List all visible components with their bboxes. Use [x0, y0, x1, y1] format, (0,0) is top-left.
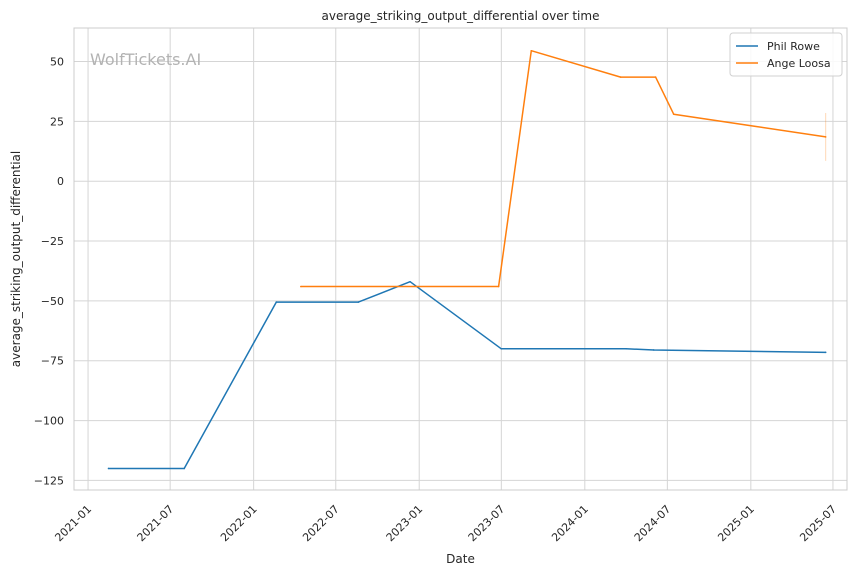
data-point-ange-loosa — [300, 285, 302, 288]
chart-title: average_striking_output_differential ove… — [322, 9, 600, 23]
data-point-phil-rowe — [275, 301, 278, 303]
data-point-ange-loosa — [530, 49, 533, 52]
legend-label: Ange Loosa — [767, 57, 831, 70]
watermark: WolfTickets.AI — [90, 50, 201, 69]
data-point-phil-rowe — [357, 301, 360, 303]
data-point-ange-loosa — [497, 285, 500, 288]
grid — [74, 28, 847, 490]
data-point-phil-rowe — [500, 347, 503, 350]
y-tick-label: −50 — [41, 295, 64, 308]
data-point-phil-rowe — [183, 467, 186, 470]
legend-box — [729, 32, 843, 77]
plot-area: WolfTickets.AI — [73, 27, 848, 491]
data-point-phil-rowe — [107, 467, 110, 470]
y-tick-label: 0 — [57, 175, 64, 188]
y-tick-label: 50 — [50, 56, 64, 69]
data-point-phil-rowe — [409, 280, 411, 283]
y-tick-label: 25 — [50, 115, 64, 128]
data-point-phil-rowe — [824, 351, 827, 354]
data-point-ange-loosa — [672, 113, 675, 115]
data-point-phil-rowe — [652, 349, 655, 351]
y-tick-label: −25 — [41, 235, 64, 248]
x-axis-title: Date — [446, 552, 475, 566]
data-point-ange-loosa — [824, 136, 827, 138]
legend: Phil Rowe Ange Loosa — [729, 32, 843, 77]
y-tick-label: −100 — [34, 415, 64, 428]
y-tick-label: −125 — [34, 474, 64, 487]
plot-frame — [73, 27, 848, 491]
data-point-ange-loosa — [654, 76, 657, 78]
data-point-ange-loosa — [619, 76, 622, 78]
y-tick-labels: 50 25 0 −25 −50 −75 −100 −125 — [34, 56, 64, 488]
plot-background — [74, 28, 847, 490]
data-point-phil-rowe — [625, 347, 627, 350]
y-axis-title: average_striking_output_differential — [9, 151, 23, 367]
series-layer — [107, 49, 827, 470]
legend-label: Phil Rowe — [767, 40, 820, 53]
y-tick-label: −75 — [41, 355, 64, 368]
